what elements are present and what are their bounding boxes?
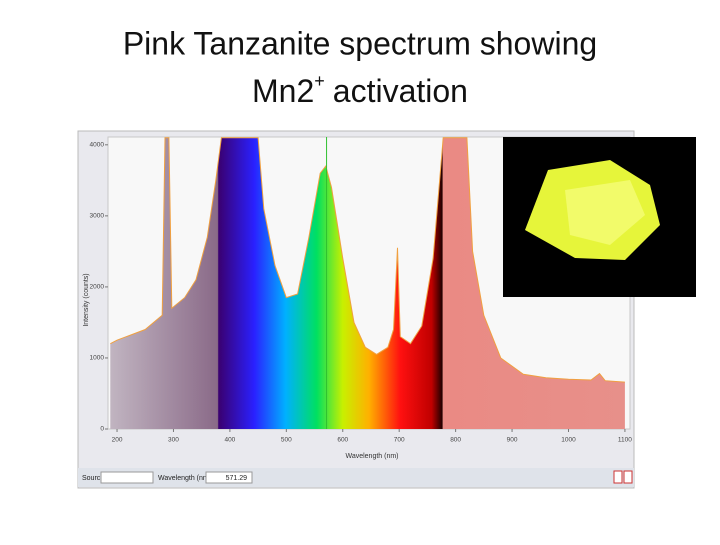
y-tick-label: 1000 [90,355,105,362]
source-dropdown[interactable] [100,471,154,484]
spectrum-area [110,137,625,429]
x-tick-label: 500 [281,437,292,444]
toolbar-label: Wavelength (nm): [158,475,213,482]
toolbar-label: Source: [82,475,106,482]
x-axis-label: Wavelength (nm) [345,453,398,460]
x-tick-label: 600 [337,437,348,444]
tool-button[interactable] [623,470,633,484]
y-tick-label: 2000 [90,284,105,291]
title-part: Mn2 [252,73,314,109]
x-tick-label: 300 [168,437,179,444]
x-tick-label: 200 [112,437,123,444]
x-tick-label: 1000 [561,437,576,444]
title-superscript: + [314,71,325,91]
axes: 0 1000 2000 3000 4000 200 300 400 500 600 700 800 90… [90,142,633,444]
x-tick-label: 1100 [618,437,632,444]
wavelength-input[interactable] [205,471,253,484]
plot [110,137,625,429]
x-tick-label: 900 [507,437,518,444]
y-tick-label: 4000 [90,142,105,149]
title-line: Mn2+ activation [252,71,468,110]
x-tick-label: 800 [450,437,461,444]
x-tick-label: 400 [224,437,235,444]
photo-crystal-highlight [565,180,645,245]
x-tick-label: 700 [394,437,405,444]
spectrum-line [110,137,625,383]
tool-button[interactable] [613,470,623,484]
y-axis-label: Intensity (counts) [83,273,90,326]
y-tick-label: 0 [100,426,104,433]
wavelength-value: 571.29 [226,475,248,482]
y-tick-label: 3000 [90,213,105,220]
title-part: activation [333,73,468,109]
title-line: Pink Tanzanite spectrum showing [123,25,597,61]
